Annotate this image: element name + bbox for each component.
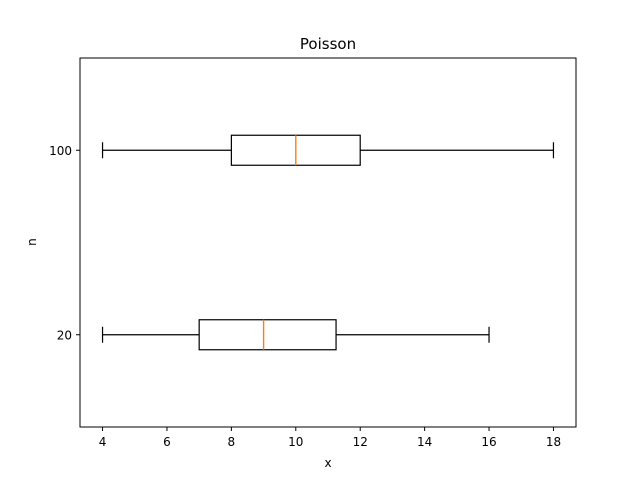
x-axis-label: x: [324, 456, 331, 470]
x-tick-label: 6: [163, 435, 171, 449]
x-tick-label: 10: [288, 435, 303, 449]
x-tick-label: 8: [228, 435, 236, 449]
plot-area-frame: [79, 57, 577, 428]
x-tick-label: 4: [99, 435, 107, 449]
y-tick-label: 100: [49, 144, 72, 158]
y-tick-label: 20: [57, 328, 72, 342]
x-tick-label: 14: [417, 435, 432, 449]
x-tick-label: 16: [481, 435, 496, 449]
x-tick-label: 18: [546, 435, 561, 449]
chart-title: Poisson: [300, 35, 356, 53]
x-tick-label: 12: [353, 435, 368, 449]
y-axis-label: n: [25, 238, 39, 246]
box-n-20: [198, 319, 337, 351]
